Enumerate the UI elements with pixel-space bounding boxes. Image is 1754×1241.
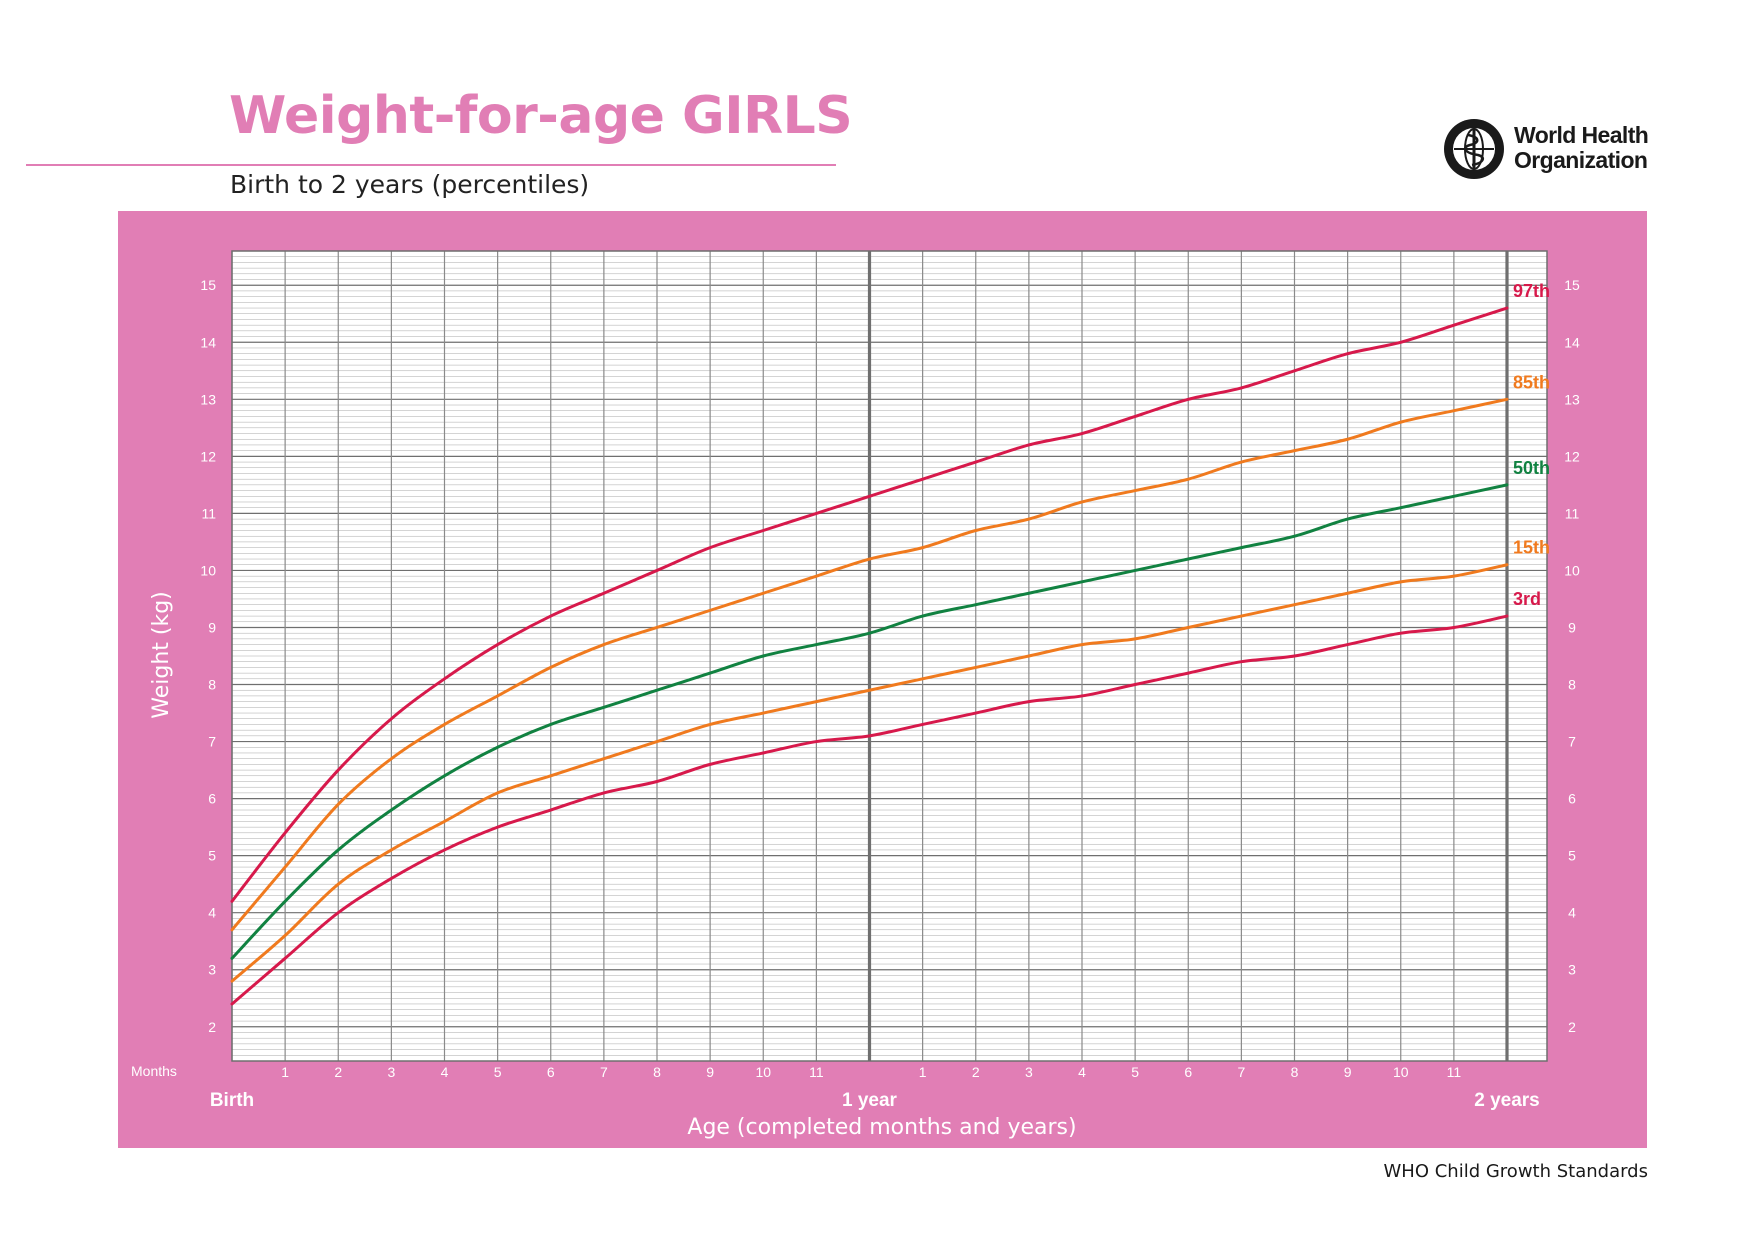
percentile-label-3rd: 3rd [1513,589,1541,609]
percentile-line-15th [230,563,1509,983]
y-axis-title: Weight (kg) [149,591,174,719]
x-major-label: 2 years [1474,1090,1540,1111]
y-tick-label-left: 5 [208,848,216,864]
y-tick-label-left: 4 [208,905,216,921]
who-wordmark: World Health Organization [1514,122,1649,173]
y-tick-label-right: 2 [1568,1019,1576,1035]
y-tick-label-right: 11 [1565,505,1580,521]
percentile-line-3rd [230,614,1509,1006]
y-tick-label-left: 9 [208,619,216,635]
x-tick-label: 11 [809,1064,824,1080]
x-tick-label: 10 [755,1064,771,1080]
y-tick-label-right: 6 [1568,791,1576,807]
percentile-line-85th [230,397,1509,932]
x-tick-label: 11 [1447,1064,1462,1080]
x-tick-label: 3 [1025,1064,1033,1080]
y-tick-label-right: 4 [1568,905,1576,921]
percentile-label-97th: 97th [1513,281,1550,301]
percentile-line-97th [230,306,1509,903]
who-logo: World Health Organization [1440,115,1690,185]
y-tick-label-right: 12 [1564,448,1580,464]
y-tick-label-left: 14 [200,334,216,350]
x-tick-label: 6 [1184,1064,1192,1080]
x-tick-label: 3 [387,1064,395,1080]
x-major-label: Birth [210,1090,254,1111]
percentile-label-50th: 50th [1513,458,1550,478]
y-tick-label-left: 6 [208,791,216,807]
x-tick-label: 5 [494,1064,502,1080]
y-tick-label-left: 15 [200,277,216,293]
x-tick-label: 6 [547,1064,555,1080]
plot-border [231,250,1548,1062]
y-tick-label-right: 5 [1568,848,1576,864]
x-axis-title: Age (completed months and years) [687,1115,1076,1140]
y-tick-label-left: 11 [201,505,216,521]
y-tick-label-left: 3 [208,962,216,978]
x-tick-label: 8 [653,1064,661,1080]
x-major-label: 1 year [842,1090,898,1111]
page-subtitle: Birth to 2 years (percentiles) [230,170,590,199]
x-tick-label: 10 [1393,1064,1409,1080]
percentile-label-15th: 15th [1513,538,1550,558]
y-tick-label-left: 12 [200,448,216,464]
y-tick-label-right: 8 [1568,677,1576,693]
x-tick-label: 9 [1344,1064,1352,1080]
x-tick-label: 4 [441,1064,449,1080]
percentile-lines: 97th 85th 50th 15th 3rd [230,281,1550,1006]
y-tick-label-right: 3 [1568,962,1576,978]
percentile-line-50th [230,483,1509,960]
x-tick-label: 1 [919,1064,927,1080]
who-wordmark-line2: Organization [1514,147,1648,173]
y-tick-label-left: 10 [200,562,216,578]
x-tick-label: 2 [334,1064,342,1080]
x-tick-label: 7 [600,1064,608,1080]
y-tick-label-left: 7 [208,734,216,750]
x-tick-label: 7 [1237,1064,1245,1080]
title-underline [26,164,836,166]
x-tick-label: 4 [1078,1064,1086,1080]
x-tick-label: 2 [972,1064,980,1080]
y-tick-label-left: 13 [200,391,216,407]
y-tick-label-right: 7 [1568,734,1576,750]
x-tick-label: 8 [1291,1064,1299,1080]
who-emblem-icon [1444,119,1504,179]
y-tick-label-right: 10 [1564,562,1580,578]
percentile-label-85th: 85th [1513,372,1550,392]
y-tick-label-left: 2 [208,1019,216,1035]
y-tick-label-right: 9 [1568,619,1576,635]
y-tick-label-right: 15 [1564,277,1580,293]
who-wordmark-line1: World Health [1514,122,1649,148]
x-tick-label: 5 [1131,1064,1139,1080]
footer-source: WHO Child Growth Standards [1383,1161,1649,1182]
y-tick-label-right: 13 [1564,391,1580,407]
x-tick-label: 9 [706,1064,714,1080]
y-tick-label-right: 14 [1564,334,1580,350]
page-title: Weight-for-age GIRLS [229,86,853,146]
y-tick-label-left: 8 [208,677,216,693]
x-tick-label: 1 [281,1064,289,1080]
x-unit-label: Months [131,1063,177,1079]
